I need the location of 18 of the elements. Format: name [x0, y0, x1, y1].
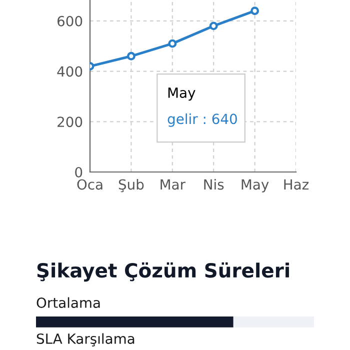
y-tick-label: 200: [58, 116, 82, 128]
y-tick-label: 0: [75, 166, 82, 178]
x-tick-label: Şub: [118, 178, 144, 192]
y-tick-label: 400: [57, 66, 82, 77]
chart-title: Şikayet Çözüm Süreleri: [37, 262, 289, 282]
x-tick-label: May: [242, 179, 269, 192]
x-tick-label: Haz: [284, 179, 309, 190]
point: [250, 6, 260, 16]
point: [168, 39, 177, 48]
point: [126, 52, 136, 60]
y-tick-label: Ortalama: [36, 297, 100, 308]
point: [209, 22, 218, 30]
x-tick-label: Mar: [160, 179, 186, 190]
x-tick-label: Oca: [77, 179, 102, 190]
y-tick-label: SLA Karşılama: [36, 333, 134, 346]
x-tick-label: Nis: [204, 178, 224, 190]
y-tick-label: 600: [58, 16, 82, 26]
annotation: May gelir : 640: [168, 88, 237, 127]
